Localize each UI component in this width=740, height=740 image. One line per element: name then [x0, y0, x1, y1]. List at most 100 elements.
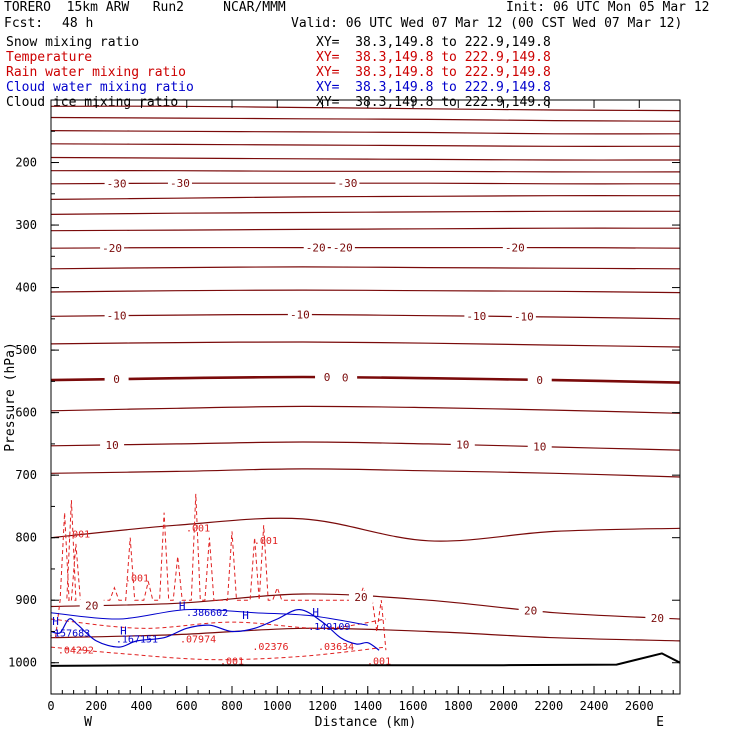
contour-label-bg — [450, 438, 475, 451]
x-tick-label-2: 400 — [131, 699, 153, 713]
contour-label-bg — [464, 310, 489, 323]
xy-snow: XY= 38.3,149.8 to 222.9,149.8 — [316, 35, 551, 50]
x-tick-label-7: 1400 — [353, 699, 382, 713]
y-tick-label-3: 500 — [15, 343, 37, 357]
east-end-label: E — [656, 715, 664, 730]
contour-label-bg — [104, 177, 129, 190]
contour-label-bg — [315, 371, 340, 384]
isotherm-line-8 — [50, 210, 681, 215]
contour-label-0-1: -30 — [170, 177, 190, 190]
contour-label-4-0: 10 — [105, 439, 118, 452]
isotherm-line-11 — [50, 266, 681, 270]
isotherm-line-10 — [50, 246, 681, 249]
contour-label-2-3: -10 — [514, 311, 534, 324]
x-tick-label-11: 2200 — [534, 699, 563, 713]
plot-frame — [50, 99, 681, 695]
west-end-label: W — [84, 715, 92, 730]
contour-label-5-1: 20 — [354, 591, 367, 604]
contour-label-0-2: -30 — [337, 177, 357, 190]
rain-label-2: .001 — [186, 523, 210, 534]
x-axis-label: Distance (km) — [315, 715, 417, 730]
extremum-marker-0: H — [52, 615, 59, 628]
isotherm-line-0 — [50, 105, 681, 112]
contour-label-bg — [100, 438, 125, 451]
y-tick-label-1: 300 — [15, 218, 37, 232]
contour-label-1-3: -20 — [505, 242, 525, 255]
y-tick-label-7: 900 — [15, 593, 37, 607]
contour-label-5-2: 20 — [524, 604, 537, 617]
isotherm-line-7 — [50, 195, 681, 200]
contour-label-3-3: 0 — [536, 374, 543, 387]
rain-label-9: .02376 — [252, 642, 288, 653]
contour-label-1-0: -20 — [102, 242, 122, 255]
y-tick-label-8: 1000 — [8, 656, 37, 670]
legend-snow: Snow mixing ratio — [6, 35, 140, 50]
cloud-water-contour — [50, 608, 380, 651]
x-tick-label-9: 1800 — [444, 699, 473, 713]
isotherm-line-21 — [50, 627, 681, 642]
x-tick-label-5: 1000 — [263, 699, 292, 713]
contour-label-bg — [527, 373, 552, 386]
rain-label-7: .04292 — [58, 645, 94, 656]
contour-label-2-1: -10 — [290, 308, 310, 321]
legend-temperature: Temperature — [6, 50, 93, 65]
extremum-marker-3: H — [242, 609, 249, 622]
contour-label-1-1: -20 — [306, 242, 326, 255]
extremum-marker-1: H — [120, 625, 127, 638]
forecast-label: Fcst: — [4, 16, 44, 31]
isotherm-line-15 — [50, 375, 681, 384]
isotherm-line-12 — [50, 289, 681, 294]
cloud-water-label-3: .149109 — [308, 622, 350, 633]
isotherm-line-14 — [50, 341, 681, 348]
y-tick-label-5: 700 — [15, 468, 37, 482]
rain-label-10: .03634 — [318, 642, 354, 653]
x-tick-label-4: 800 — [221, 699, 243, 713]
rain-contour-lower — [50, 646, 386, 661]
isotherm-line-1 — [50, 116, 681, 122]
contour-label-bg — [104, 309, 129, 322]
rain-label-4: .001 — [220, 657, 244, 668]
contour-label-bg — [104, 373, 129, 386]
rain-label-1: .001 — [125, 573, 149, 584]
x-tick-label-12: 2400 — [580, 699, 609, 713]
isotherm-line-6 — [50, 182, 681, 185]
x-tick-label-13: 2600 — [625, 699, 654, 713]
isotherm-line-19 — [50, 517, 681, 542]
contour-label-0-0: -30 — [107, 177, 127, 190]
rain-label-5: .001 — [367, 657, 391, 668]
y-tick-label-0: 200 — [15, 156, 37, 170]
cloud-water-label-0: .157683 — [48, 628, 90, 639]
contour-label-bg — [502, 241, 527, 254]
y-axis-label: Pressure (hPa) — [3, 342, 18, 452]
contour-label-bg — [330, 241, 355, 254]
legend-cloud-water: Cloud water mixing ratio — [6, 80, 194, 95]
x-tick-label-0: 0 — [47, 699, 54, 713]
contour-label-bg — [333, 371, 358, 384]
xy-rain: XY= 38.3,149.8 to 222.9,149.8 — [316, 65, 551, 80]
y-tick-label-2: 400 — [15, 281, 37, 295]
isotherm-line-13 — [50, 313, 681, 320]
isotherm-line-17 — [50, 441, 681, 451]
isotherm-line-18 — [50, 468, 681, 478]
contour-label-3-0: 0 — [113, 373, 120, 386]
x-tick-label-8: 1600 — [399, 699, 428, 713]
legend-rain: Rain water mixing ratio — [6, 65, 187, 80]
contour-label-bg — [167, 177, 192, 190]
contour-label-bg — [527, 440, 552, 453]
valid-time: Valid: 06 UTC Wed 07 Mar 12 (00 CST Wed … — [291, 16, 683, 31]
contour-label-2-2: -10 — [466, 310, 486, 323]
cloud-water-label-1: .167151 — [116, 635, 158, 646]
rain-label-0: .001 — [66, 530, 90, 541]
contour-label-1-2: -20 — [333, 242, 353, 255]
contour-label-4-1: 10 — [456, 439, 469, 452]
isotherm-line-9 — [50, 227, 681, 232]
contour-label-3-2: 0 — [342, 371, 349, 384]
isotherm-line-2 — [50, 130, 681, 135]
rain-label-8: .07974 — [180, 635, 216, 646]
xy-cloud-water: XY= 38.3,149.8 to 222.9,149.8 — [316, 80, 551, 95]
forecast-hours: 48 h — [62, 16, 94, 31]
isotherm-line-3 — [50, 143, 681, 147]
x-tick-label-1: 200 — [85, 699, 107, 713]
extremum-marker-4: H — [312, 606, 319, 619]
